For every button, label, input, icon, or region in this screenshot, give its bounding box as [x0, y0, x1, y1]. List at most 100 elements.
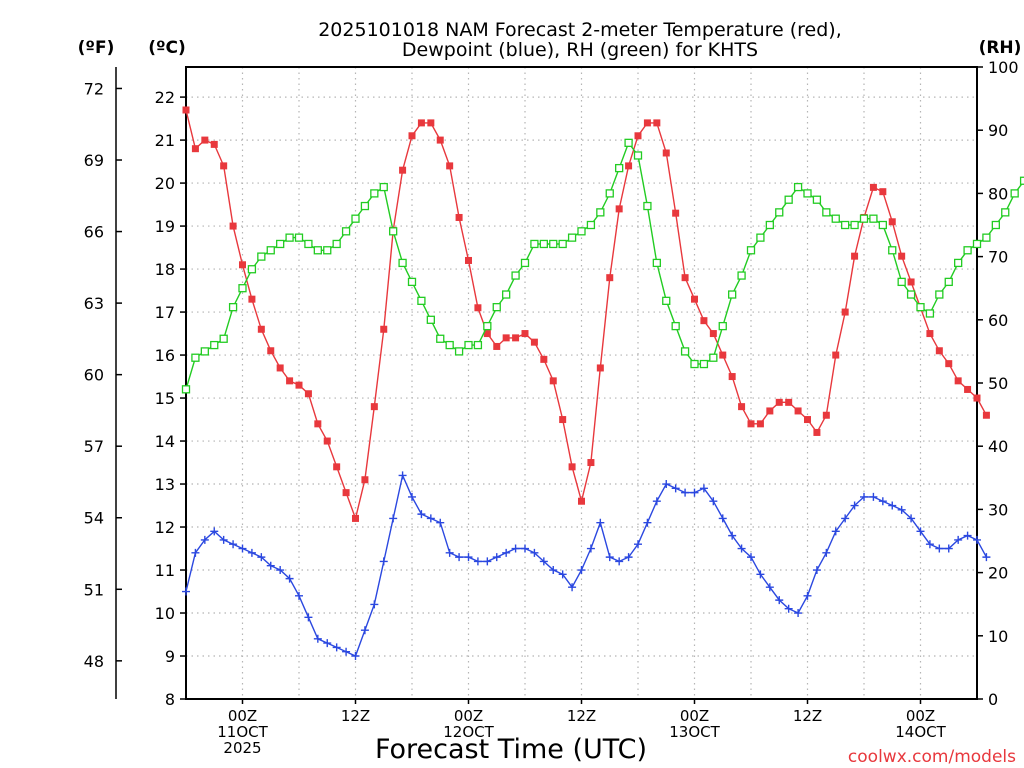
temperature-point — [926, 330, 934, 338]
x-tick-label: 14OCT — [895, 723, 946, 741]
fahrenheit-tick-label: 51 — [84, 580, 104, 599]
temperature-point — [549, 377, 557, 385]
rh-unit-label: (RH) — [979, 38, 1022, 58]
rh-point — [643, 201, 652, 211]
rh-point — [539, 239, 548, 249]
temperature-point — [738, 403, 746, 411]
temperature-point — [229, 222, 237, 230]
dewpoint-point — [831, 527, 840, 536]
dewpoint-point — [219, 535, 228, 544]
rh-point — [935, 290, 944, 299]
rh-tick-label: 70 — [988, 248, 1008, 267]
dewpoint-point — [313, 634, 322, 643]
fahrenheit-tick-label: 57 — [84, 437, 104, 456]
x-tick-label: 12OCT — [443, 723, 494, 741]
temperature-point — [210, 140, 218, 148]
x-tick-label: 12Z — [567, 707, 596, 725]
temperature-point — [879, 188, 887, 196]
dewpoint-point — [445, 548, 454, 557]
temperature-point — [483, 330, 491, 338]
rh-tick-label: 20 — [988, 564, 1008, 583]
rh-point — [351, 214, 360, 223]
dewpoint-point — [756, 570, 765, 579]
temperature-point — [380, 325, 388, 333]
temperature-series — [182, 106, 990, 522]
rh-point — [577, 227, 586, 236]
rh-point — [511, 271, 520, 280]
rh-point — [954, 258, 963, 268]
celsius-tick-label: 10 — [155, 604, 175, 623]
temperature-point — [446, 162, 454, 170]
celsius-tick-label: 14 — [155, 432, 175, 451]
x-tick-label: 00Z — [906, 707, 935, 725]
dewpoint-point — [483, 557, 492, 566]
temperature-point — [973, 394, 981, 402]
dewpoint-point — [709, 497, 718, 506]
x-tick-label: 00Z — [228, 707, 257, 725]
temperature-point — [869, 183, 877, 191]
dewpoint-point — [426, 514, 435, 523]
rh-point — [219, 334, 228, 343]
rh-point — [483, 321, 492, 331]
rh-point — [822, 208, 831, 217]
rh-point — [520, 258, 530, 268]
rh-point — [276, 239, 285, 249]
chart-title-line-2: Dewpoint (blue), RH (green) for KHTS — [402, 39, 758, 61]
rh-point — [897, 277, 906, 287]
rh-point — [257, 252, 266, 261]
dewpoint-point — [200, 535, 209, 544]
dewpoint-point — [549, 566, 558, 575]
temperature-point — [201, 136, 209, 144]
dewpoint-point — [878, 497, 887, 506]
temperature-point — [352, 514, 359, 522]
fahrenheit-tick-label: 63 — [84, 294, 104, 313]
dewpoint-point — [728, 531, 737, 540]
rh-point — [671, 321, 680, 331]
rh-point — [228, 303, 238, 312]
dewpoint-point — [408, 492, 416, 501]
rh-point — [972, 239, 982, 249]
temperature-point — [775, 398, 783, 406]
temperature-point — [804, 416, 811, 424]
temperature-point — [700, 317, 708, 325]
temperature-point — [615, 205, 623, 213]
celsius-tick-label: 16 — [155, 346, 175, 365]
temperature-point — [945, 360, 953, 368]
rh-point — [426, 315, 435, 324]
temperature-point — [361, 476, 369, 484]
rh-point — [492, 303, 501, 312]
dewpoint-point — [925, 540, 934, 549]
rh-point — [210, 340, 219, 350]
rh-point — [775, 208, 784, 217]
dewpoint-point — [436, 518, 445, 527]
rh-point — [417, 296, 426, 305]
temperature-point — [653, 119, 661, 127]
dewpoint-point — [897, 505, 906, 514]
rh-point — [746, 246, 756, 255]
rh-point — [407, 277, 417, 287]
temperature-point — [512, 334, 520, 342]
celsius-tick-label: 17 — [155, 303, 175, 322]
celsius-tick-label: 22 — [155, 88, 175, 107]
dewpoint-point — [718, 514, 727, 523]
rh-point — [963, 246, 972, 255]
celsius-tick-label: 19 — [155, 217, 175, 236]
rh-point — [341, 227, 351, 236]
fahrenheit-tick-label: 60 — [84, 366, 104, 385]
celsius-tick-label: 15 — [155, 389, 175, 408]
credit-label: coolwx.com/models — [848, 747, 1016, 767]
dewpoint-point — [182, 587, 190, 596]
dewpoint-point — [266, 561, 275, 570]
temperature-point — [493, 342, 501, 350]
dewpoint-point — [511, 544, 520, 553]
rh-point — [728, 290, 737, 299]
temperature-point — [408, 132, 416, 140]
rh-tick-label: 0 — [988, 690, 998, 709]
temperature-point — [747, 420, 755, 428]
dewpoint-point — [784, 604, 793, 613]
dewpoint-point — [624, 553, 633, 562]
dewpoint-point — [229, 540, 238, 549]
rh-point — [916, 303, 925, 312]
rh-point — [944, 277, 953, 287]
rh-tick-label: 90 — [988, 121, 1008, 140]
